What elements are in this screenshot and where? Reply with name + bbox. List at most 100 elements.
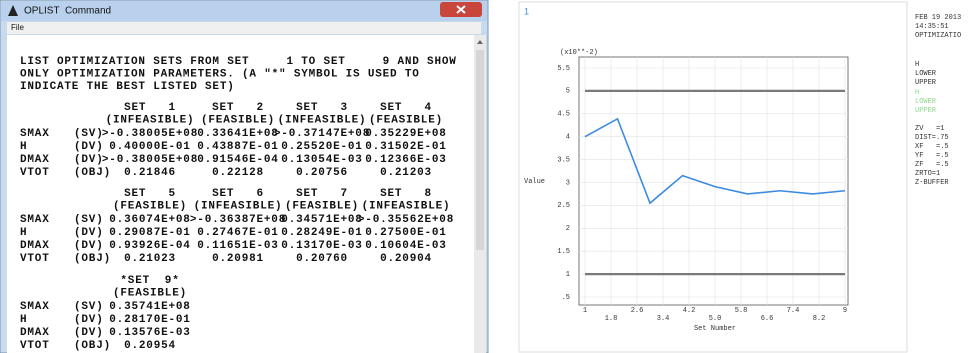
cell: 0.40000E-01 [109, 141, 190, 153]
set-header: (INFEASIBLE) [194, 200, 283, 212]
x-tick-label: 7.4 [787, 307, 800, 315]
row-label: (DV) [74, 240, 104, 252]
setting-line: ZV =1 [915, 125, 944, 133]
setting-line: XF =.5 [915, 143, 949, 151]
y-tick-label: 4 [566, 134, 570, 142]
cell: 0.29087E-01 [109, 227, 190, 239]
series-line [584, 117, 846, 205]
row-label: (DV) [74, 154, 104, 166]
cell: 0.22128 [212, 167, 264, 179]
set-header: (FEASIBLE) [113, 200, 187, 212]
x-tick-label: 8.2 [813, 315, 826, 323]
set-header: (FEASIBLE) [113, 287, 187, 299]
window-title: OPLIST Command [24, 6, 111, 17]
row-label: H [20, 314, 27, 326]
cell: 0.91546E-04 [197, 154, 278, 166]
cell: 0.43887E-01 [197, 141, 278, 153]
setting-line: ZRTO=1 [915, 170, 940, 178]
dim-name: LOWER [915, 70, 937, 78]
row-label: (DV) [74, 314, 104, 326]
y-axis-label: Value [524, 178, 545, 186]
scale-label: (x10**-2) [560, 49, 598, 57]
row-label: (OBJ) [74, 253, 111, 265]
set-header: (INFEASIBLE) [362, 200, 451, 212]
intro-line: ONLY OPTIMIZATION PARAMETERS. (A "*" SYM… [20, 68, 420, 80]
row-label: DMAX [20, 327, 50, 339]
set-header: (INFEASIBLE) [106, 114, 195, 126]
cell: 0.21846 [124, 167, 176, 179]
cell: 0.31502E-01 [365, 141, 446, 153]
cell: 0.21023 [124, 253, 176, 265]
cell: 0.13170E-03 [281, 240, 362, 252]
cell: 0.27500E-01 [365, 227, 446, 239]
row-label: DMAX [20, 154, 50, 166]
row-label: (DV) [74, 141, 104, 153]
cell: 0.33641E+08 [197, 128, 278, 140]
row-label: H [20, 141, 27, 153]
menu-bar [7, 22, 481, 34]
x-tick-label: 2.6 [631, 307, 644, 315]
setting-line: YF =.5 [915, 152, 949, 160]
row-label: (SV) [74, 214, 104, 226]
cell: >-0.36387E+08 [190, 214, 286, 226]
legend-entry: UPPER [915, 107, 937, 115]
cell: 0.35229E+08 [365, 128, 446, 140]
app-icon [8, 5, 18, 16]
set-header: SET 7 [296, 188, 348, 200]
cell: 0.20954 [124, 340, 176, 352]
x-tick-label: 6.6 [761, 315, 774, 323]
cell: >-0.38005E+08 [102, 154, 198, 166]
setting-line: Z-BUFFER [915, 179, 949, 187]
cell: 0.20981 [212, 253, 264, 265]
info-line: FEB 19 2013 [915, 14, 961, 22]
cell: 0.27467E-01 [197, 227, 278, 239]
menu-file[interactable]: File [11, 23, 24, 32]
setting-line: ZF =.5 [915, 161, 949, 169]
x-tick-label: 5.0 [709, 315, 722, 323]
y-tick-label: .5 [562, 294, 570, 302]
legend-entry: H [915, 89, 919, 97]
cell: 0.20760 [296, 253, 348, 265]
scroll-thumb[interactable] [476, 50, 484, 250]
y-tick-label: 5.5 [557, 65, 570, 73]
scroll-arrow[interactable] [477, 40, 483, 44]
y-tick-label: 4.5 [557, 111, 570, 119]
cell: >-0.38005E+08 [102, 128, 198, 140]
dim-name: UPPER [915, 79, 937, 87]
corner-label: 1 [524, 6, 529, 16]
set-header: *SET 9* [120, 275, 179, 287]
row-label: (OBJ) [74, 340, 111, 352]
listing: LIST OPTIMIZATION SETS FROM SET 1 TO SET… [20, 56, 457, 352]
cell: 0.21203 [380, 167, 432, 179]
row-label: (DV) [74, 227, 104, 239]
cell: 0.10604E-03 [365, 240, 446, 252]
row-label: H [20, 227, 27, 239]
cell: 0.34571E+08 [281, 214, 362, 226]
cell: >-0.35562E+08 [358, 214, 454, 226]
cell: >-0.37147E+08 [274, 128, 370, 140]
x-tick-label: 1 [583, 307, 587, 315]
legend-entry: LOWER [915, 98, 937, 106]
row-label: SMAX [20, 128, 50, 140]
cell: 0.25520E-01 [281, 141, 362, 153]
y-tick-label: 1.5 [557, 248, 570, 256]
set-header: SET 8 [380, 188, 432, 200]
content [7, 35, 474, 353]
row-label: (SV) [74, 301, 104, 313]
set-header: SET 4 [380, 102, 432, 114]
set-header: (FEASIBLE) [369, 114, 443, 126]
intro-line: LIST OPTIMIZATION SETS FROM SET 1 TO SET… [20, 56, 457, 68]
row-label: SMAX [20, 214, 50, 226]
x-tick-label: 1.8 [605, 315, 618, 323]
y-tick-label: 1 [566, 271, 570, 279]
cell: 0.28249E-01 [281, 227, 362, 239]
setting-line: DIST=.75 [915, 134, 949, 142]
title-bar [1, 1, 487, 21]
cell: 0.20904 [380, 253, 432, 265]
y-tick-label: 3.5 [557, 156, 570, 164]
row-label: SMAX [20, 301, 50, 313]
cell: 0.12366E-03 [365, 154, 446, 166]
row-label: VTOT [20, 253, 50, 265]
sidebar: FEB 19 201314:35:51OPTIMIZATIOHLOWERUPPE… [915, 14, 961, 187]
y-tick-label: 3 [566, 179, 570, 187]
